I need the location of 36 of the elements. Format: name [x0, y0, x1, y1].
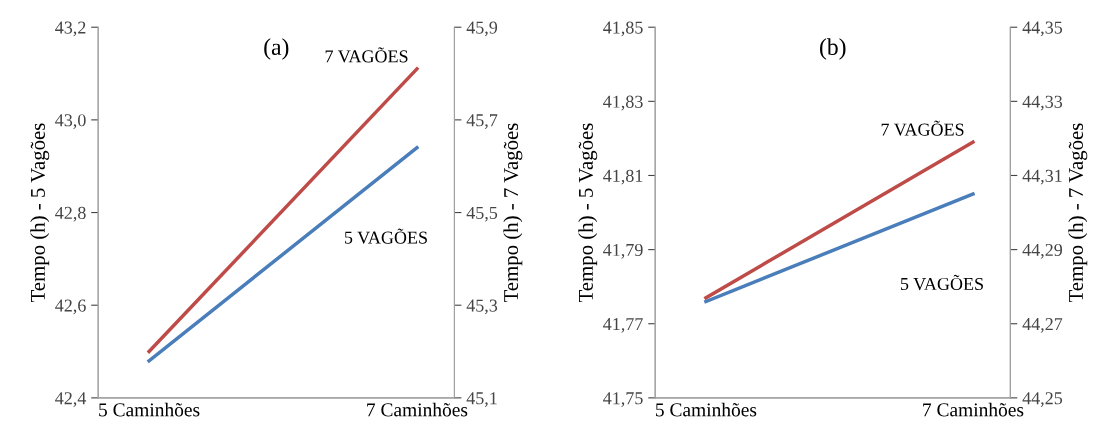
chart-title: (a): [264, 38, 289, 60]
y-tick-label: 41,75: [603, 392, 643, 407]
series-label: 5 VAGÕES: [344, 228, 427, 244]
y2-tick-label: 45,1: [466, 392, 497, 407]
y-tick-label: 42,6: [55, 299, 86, 315]
series-label: 7 VAGÕES: [881, 120, 964, 136]
y2-axis-title: Tempo (h) - 7 Vagões: [503, 123, 523, 303]
chart-title: (b): [820, 38, 846, 60]
y-tick-label: 42,4: [55, 392, 87, 407]
x-tick-label: 5 Caminhões: [656, 402, 757, 417]
y-tick-label: 41,79: [603, 243, 643, 259]
y2-tick-label: 44,33: [1022, 95, 1063, 111]
y2-tick-label: 45,3: [466, 299, 498, 315]
x-tick-label: 7 Caminhões: [923, 402, 1024, 417]
y2-tick-label: 44,27: [1022, 318, 1063, 333]
y2-tick-label: 45,7: [466, 114, 498, 129]
y2-tick-label: 45,5: [466, 206, 498, 222]
y2-tick-label: 44,31: [1022, 169, 1062, 185]
series-label: 7 VAGÕES: [325, 47, 408, 63]
y-tick-label: 41,81: [603, 169, 643, 185]
text: 5 VAGÕES: [901, 274, 983, 291]
y-axis-title: Tempo (h) - 5 Vagões: [30, 123, 50, 303]
y-tick-label: 41,77: [603, 318, 643, 333]
x-tick-label: 5 Caminhões: [99, 402, 200, 417]
y-tick-label: 43,2: [55, 21, 86, 37]
y-tick-label: 41,83: [603, 95, 643, 111]
y-tick-label: 41,85: [603, 21, 643, 37]
y-tick-label: 42,8: [55, 206, 86, 222]
y2-tick-label: 44,29: [1022, 243, 1063, 259]
y2-tick-label: 44,35: [1022, 21, 1063, 37]
y-tick-label: 43,0: [55, 114, 86, 129]
y-axis-title: Tempo (h) - 5 Vagões: [578, 123, 598, 303]
y2-tick-label: 45,9: [466, 21, 498, 37]
y2-tick-label: 44,25: [1022, 392, 1063, 407]
y2-axis-title: Tempo (h) - 7 Vagões: [1068, 123, 1088, 303]
x-tick-label: 7 Caminhões: [367, 402, 468, 417]
